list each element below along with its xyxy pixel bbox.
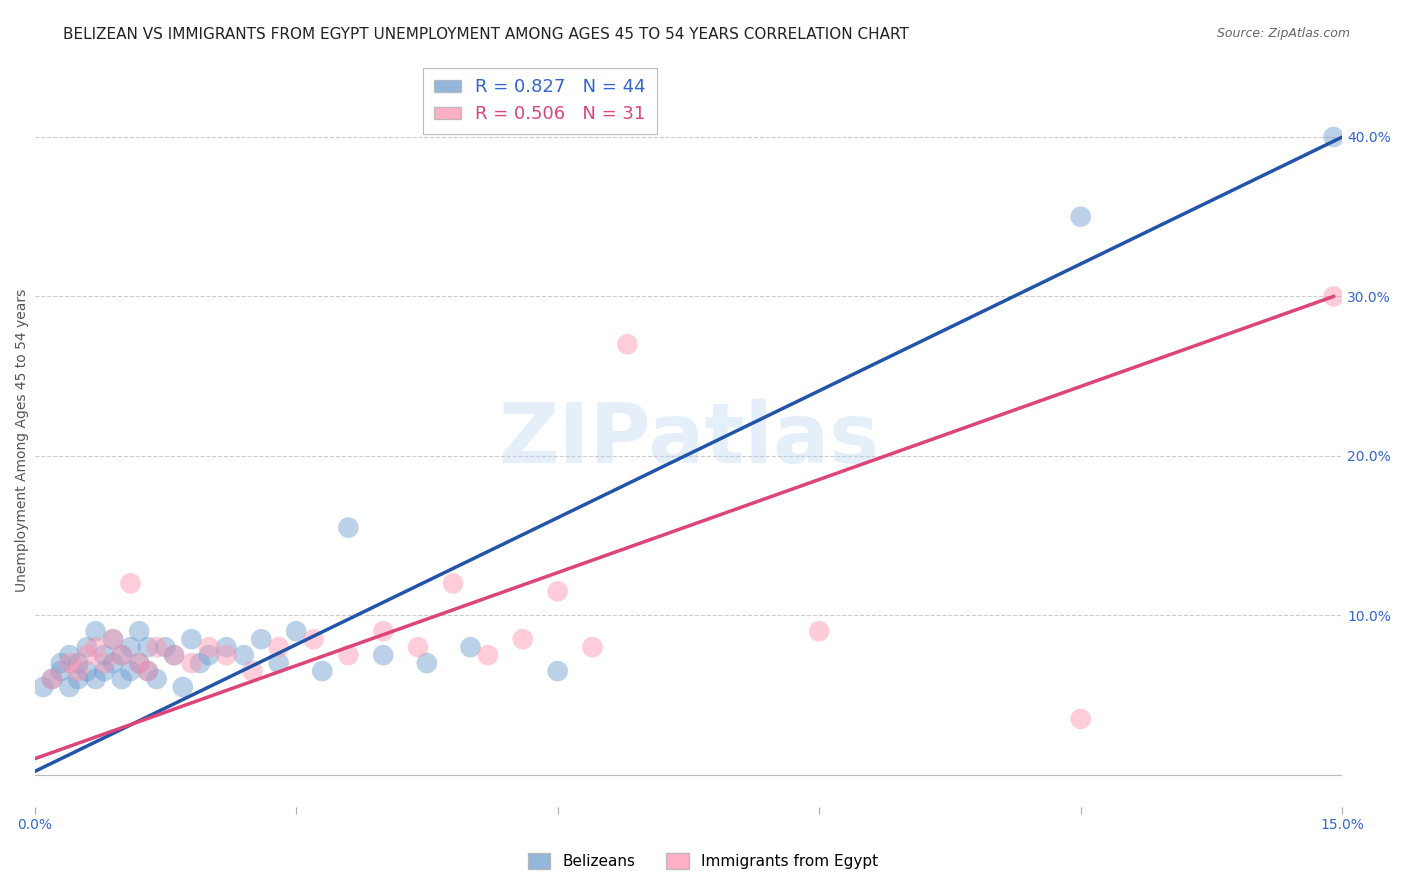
Point — [512, 632, 534, 647]
Point — [172, 680, 194, 694]
Point — [67, 664, 90, 678]
Point — [337, 520, 360, 534]
Point — [163, 648, 186, 662]
Point — [41, 672, 63, 686]
Point — [67, 656, 90, 670]
Legend: Belizeans, Immigrants from Egypt: Belizeans, Immigrants from Egypt — [522, 847, 884, 875]
Text: ZIPatlas: ZIPatlas — [498, 400, 879, 481]
Point — [58, 648, 80, 662]
Point — [215, 648, 238, 662]
Point — [93, 648, 115, 662]
Point — [477, 648, 499, 662]
Point — [406, 640, 429, 655]
Point — [808, 624, 831, 639]
Point — [58, 656, 80, 670]
Text: Source: ZipAtlas.com: Source: ZipAtlas.com — [1216, 27, 1350, 40]
Point — [215, 640, 238, 655]
Point — [616, 337, 638, 351]
Point — [101, 656, 124, 670]
Point — [267, 640, 290, 655]
Point — [84, 640, 107, 655]
Point — [136, 664, 159, 678]
Point — [198, 640, 221, 655]
Point — [41, 672, 63, 686]
Point — [111, 672, 134, 686]
Point — [101, 632, 124, 647]
Point — [76, 640, 98, 655]
Point — [120, 640, 142, 655]
Point — [232, 648, 254, 662]
Point — [120, 664, 142, 678]
Point — [441, 576, 464, 591]
Point — [136, 640, 159, 655]
Legend: R = 0.827   N = 44, R = 0.506   N = 31: R = 0.827 N = 44, R = 0.506 N = 31 — [423, 68, 657, 135]
Point — [76, 648, 98, 662]
Point — [136, 664, 159, 678]
Point — [460, 640, 482, 655]
Point — [373, 648, 395, 662]
Point — [547, 664, 569, 678]
Point — [155, 640, 177, 655]
Point — [311, 664, 333, 678]
Point — [242, 664, 264, 678]
Point — [180, 656, 202, 670]
Text: BELIZEAN VS IMMIGRANTS FROM EGYPT UNEMPLOYMENT AMONG AGES 45 TO 54 YEARS CORRELA: BELIZEAN VS IMMIGRANTS FROM EGYPT UNEMPL… — [63, 27, 910, 42]
Point — [180, 632, 202, 647]
Point — [302, 632, 325, 647]
Point — [145, 640, 167, 655]
Point — [198, 648, 221, 662]
Point — [188, 656, 211, 670]
Y-axis label: Unemployment Among Ages 45 to 54 years: Unemployment Among Ages 45 to 54 years — [15, 288, 30, 591]
Point — [1322, 130, 1344, 145]
Point — [128, 624, 150, 639]
Point — [49, 656, 72, 670]
Point — [1070, 712, 1092, 726]
Point — [58, 680, 80, 694]
Point — [120, 576, 142, 591]
Point — [49, 664, 72, 678]
Point — [101, 632, 124, 647]
Point — [111, 648, 134, 662]
Point — [547, 584, 569, 599]
Point — [337, 648, 360, 662]
Point — [145, 672, 167, 686]
Point — [267, 656, 290, 670]
Point — [163, 648, 186, 662]
Point — [285, 624, 308, 639]
Point — [67, 672, 90, 686]
Point — [128, 656, 150, 670]
Point — [250, 632, 273, 647]
Point — [76, 664, 98, 678]
Point — [93, 664, 115, 678]
Point — [93, 656, 115, 670]
Point — [84, 672, 107, 686]
Point — [373, 624, 395, 639]
Point — [416, 656, 439, 670]
Point — [1070, 210, 1092, 224]
Point — [111, 648, 134, 662]
Point — [84, 624, 107, 639]
Point — [128, 656, 150, 670]
Point — [32, 680, 55, 694]
Point — [1322, 289, 1344, 303]
Point — [581, 640, 603, 655]
